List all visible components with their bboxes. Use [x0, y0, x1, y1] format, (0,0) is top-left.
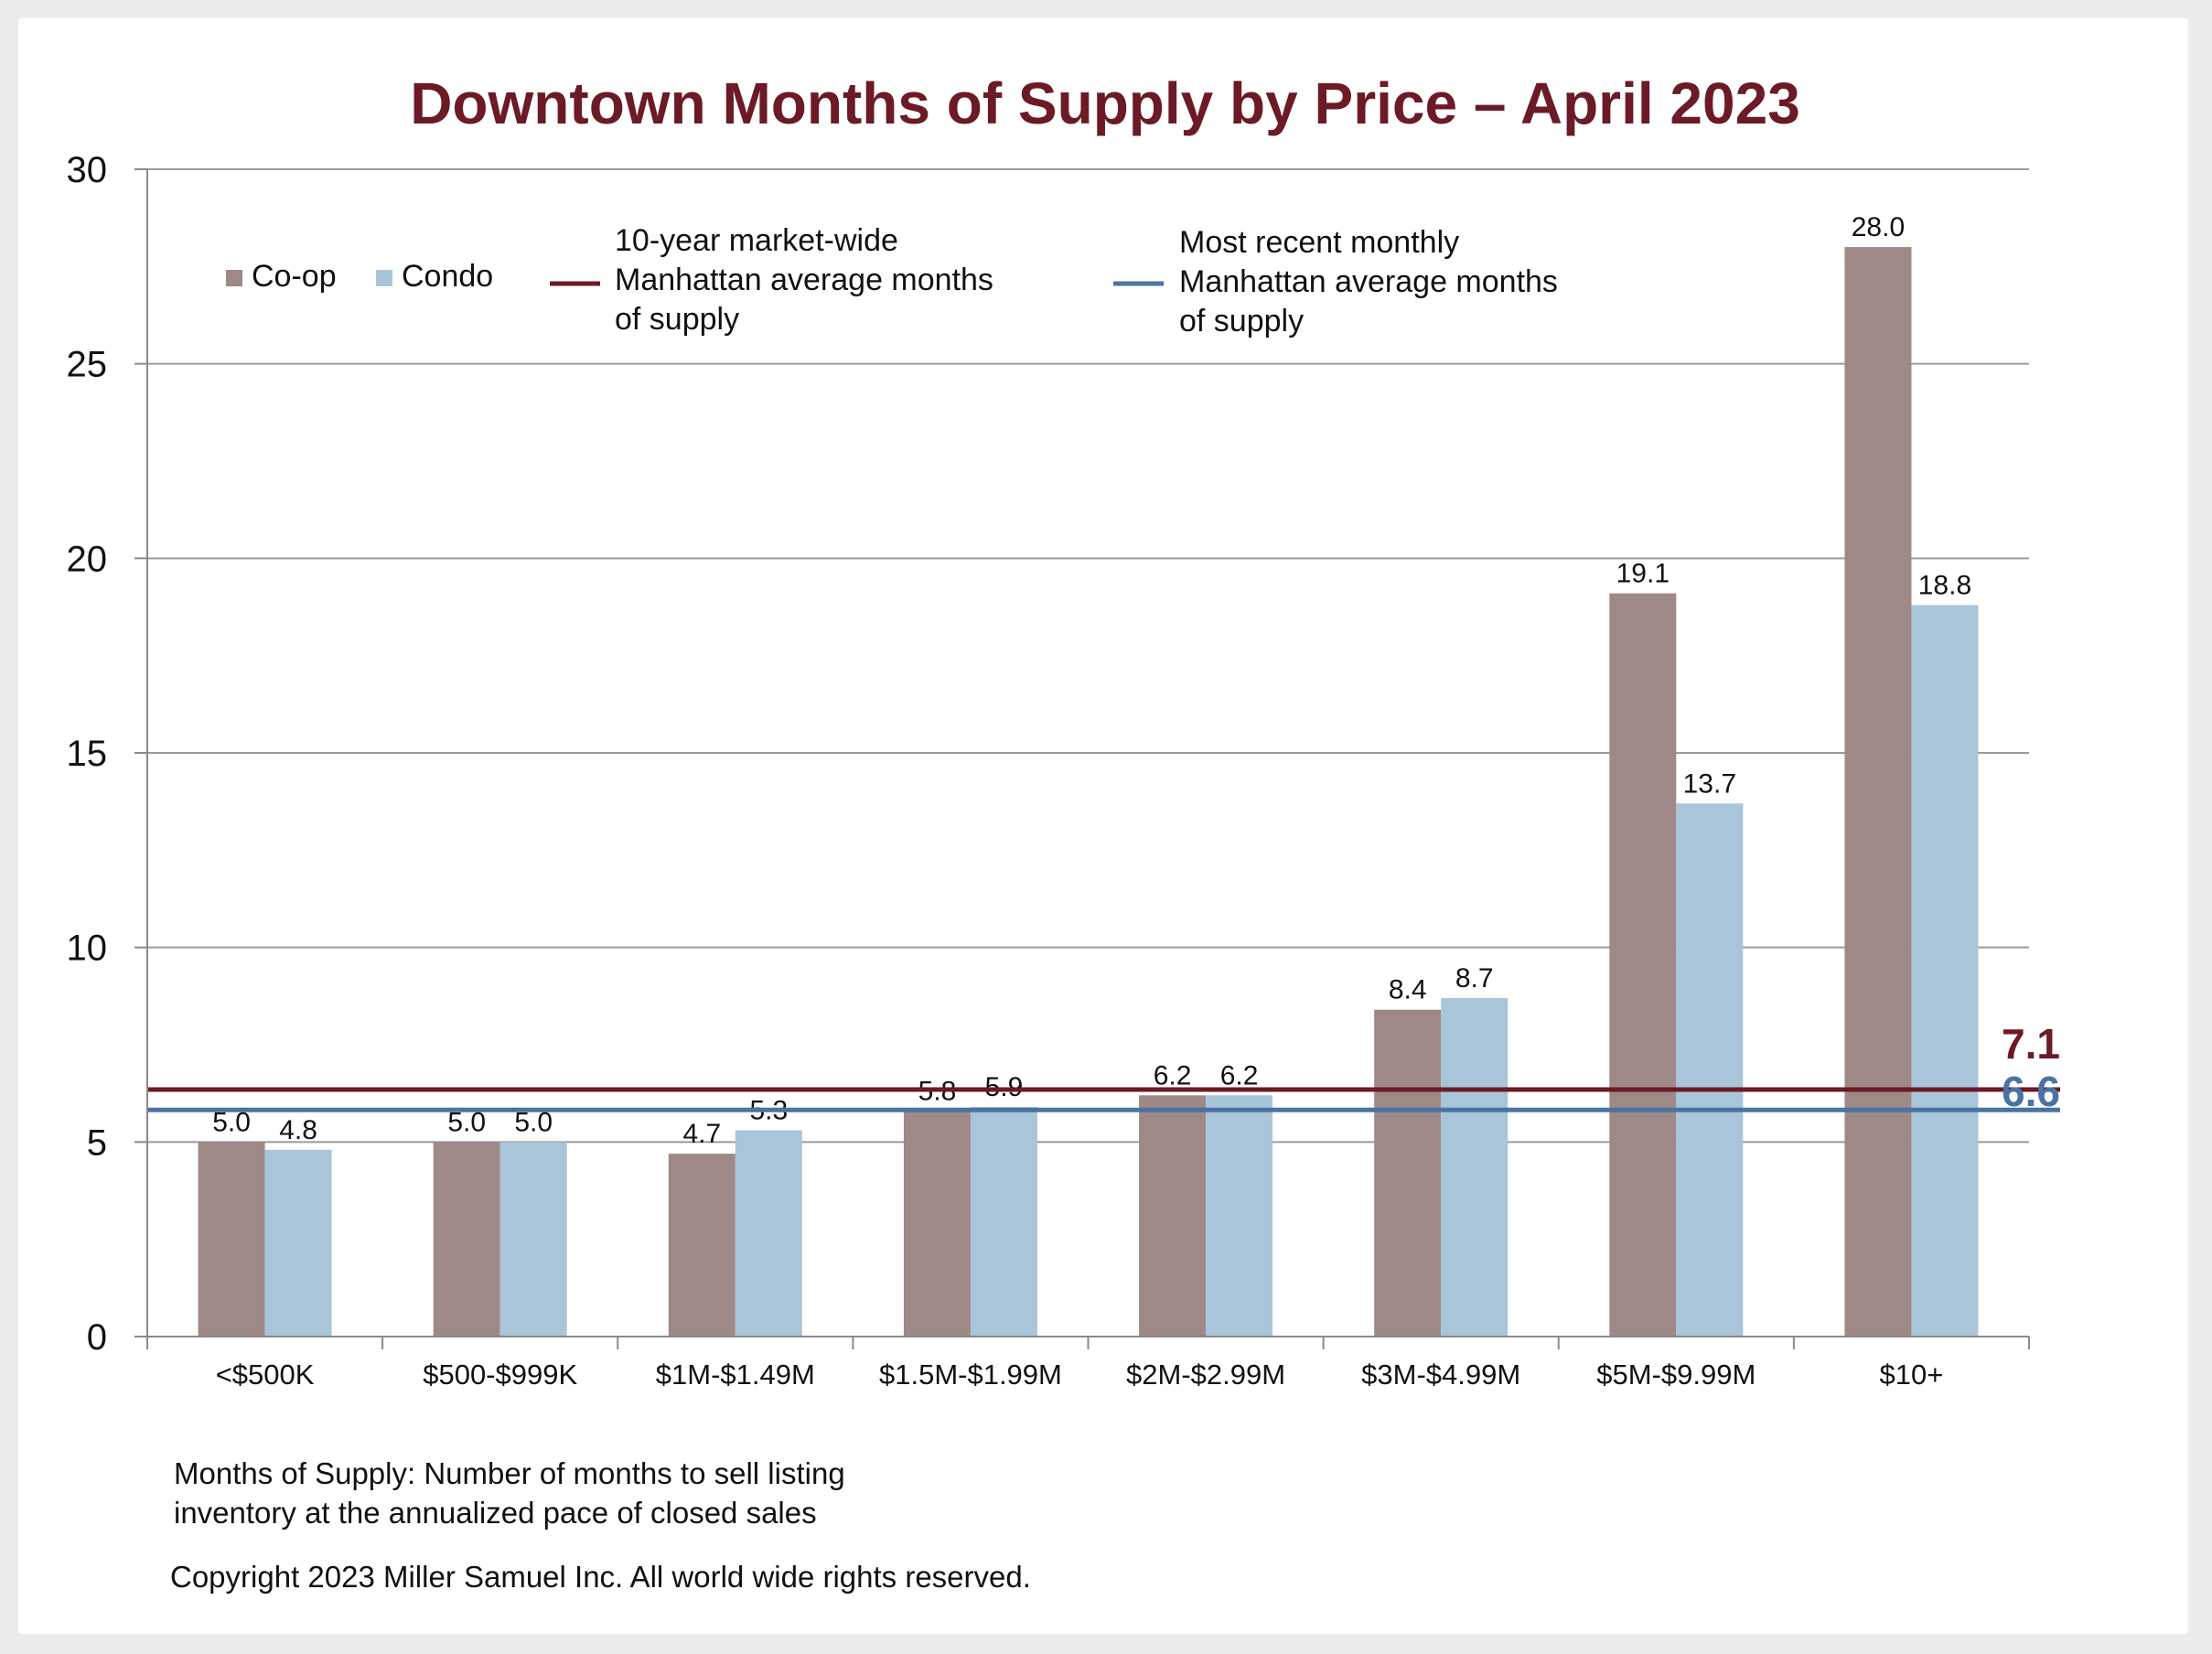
data-label: 5.0 — [212, 1107, 251, 1137]
reference-line-value: 7.1 — [2002, 1020, 2060, 1068]
y-tick-label: 0 — [87, 1317, 107, 1358]
legend-label-condo: Condo — [402, 259, 493, 294]
bar-condo — [735, 1130, 802, 1337]
legend-label-line: Most recent monthly — [1179, 225, 1459, 260]
legend-label-line: Manhattan average months — [615, 263, 993, 297]
y-tick-label: 15 — [67, 734, 108, 774]
footnote-line-2: inventory at the annualized pace of clos… — [174, 1496, 817, 1530]
data-label: 18.8 — [1918, 570, 1971, 600]
y-tick-label: 5 — [87, 1122, 107, 1163]
bar-condo — [1441, 997, 1509, 1337]
bar-condo — [1206, 1095, 1273, 1337]
reference-line-value: 6.6 — [2002, 1068, 2060, 1115]
data-label: 8.4 — [1389, 975, 1427, 1005]
copyright: Copyright 2023 Miller Samuel Inc. All wo… — [170, 1560, 1031, 1594]
bar-condo — [970, 1107, 1037, 1337]
data-label: 8.7 — [1455, 963, 1494, 993]
legend-label-coop: Co-op — [252, 259, 337, 294]
legend-label-line: Manhattan average months — [1179, 264, 1558, 299]
bar-condo — [499, 1142, 567, 1337]
bars — [198, 247, 1979, 1337]
bar-coop — [433, 1142, 500, 1337]
x-category-label: $1.5M-$1.99M — [879, 1359, 1062, 1391]
x-category-label: <$500K — [216, 1359, 315, 1391]
bar-condo — [1911, 605, 1979, 1337]
x-category-label: $2M-$2.99M — [1126, 1359, 1285, 1391]
data-label: 4.7 — [682, 1119, 721, 1149]
data-label: 5.0 — [514, 1107, 553, 1137]
reference-lines: 7.16.6 — [147, 1020, 2060, 1115]
y-tick-label: 25 — [67, 345, 108, 385]
legend-swatch-coop — [226, 270, 242, 286]
chart: Downtown Months of Supply by Price – Apr… — [67, 70, 2060, 1594]
x-category-label: $1M-$1.49M — [656, 1359, 815, 1391]
x-category-label: $10+ — [1880, 1359, 1944, 1391]
y-tick-label: 10 — [67, 929, 108, 969]
chart-title: Downtown Months of Supply by Price – Apr… — [410, 70, 1800, 136]
axes — [146, 169, 2030, 1349]
legend: Co-op Condo 10-year market-wide Manhattan a… — [226, 223, 1558, 338]
data-label: 19.1 — [1616, 559, 1670, 589]
bar-coop — [1844, 247, 1912, 1337]
chart-frame: Downtown Months of Supply by Price – Apr… — [18, 18, 2188, 1634]
y-tick-label: 20 — [67, 539, 108, 579]
x-category-label: $5M-$9.99M — [1596, 1359, 1756, 1391]
legend-label-line: of supply — [615, 302, 739, 337]
bar-coop — [903, 1111, 971, 1337]
bar-coop — [1374, 1009, 1442, 1337]
footnote-line-1: Months of Supply: Number of months to se… — [174, 1456, 845, 1490]
bar-coop — [1609, 593, 1677, 1337]
x-category-label: $3M-$4.99M — [1361, 1359, 1520, 1391]
data-label: 4.8 — [279, 1115, 317, 1145]
bar-coop — [1139, 1095, 1207, 1337]
gridlines — [134, 168, 2029, 1337]
bar-condo — [1676, 803, 1744, 1337]
data-label: 13.7 — [1683, 768, 1736, 799]
bar-coop — [198, 1142, 265, 1337]
legend-label-line: 10-year market-wide — [615, 223, 898, 258]
y-tick-label: 30 — [67, 150, 108, 190]
bar-coop — [668, 1154, 736, 1337]
legend-label-line: of supply — [1179, 304, 1304, 338]
data-label: 6.2 — [1220, 1060, 1259, 1090]
y-axis-ticks: 0 5 10 15 20 25 30 — [67, 150, 108, 1358]
bar-condo — [264, 1149, 332, 1337]
x-category-label: $500-$999K — [423, 1359, 577, 1391]
legend-swatch-condo — [376, 270, 392, 286]
data-label: 5.0 — [447, 1107, 486, 1137]
data-label: 28.0 — [1852, 212, 1905, 242]
x-axis-categories: <$500K $500-$999K $1M-$1.49M $1.5M-$1.99M $2… — [216, 1359, 1944, 1391]
data-label: 6.2 — [1154, 1060, 1192, 1090]
